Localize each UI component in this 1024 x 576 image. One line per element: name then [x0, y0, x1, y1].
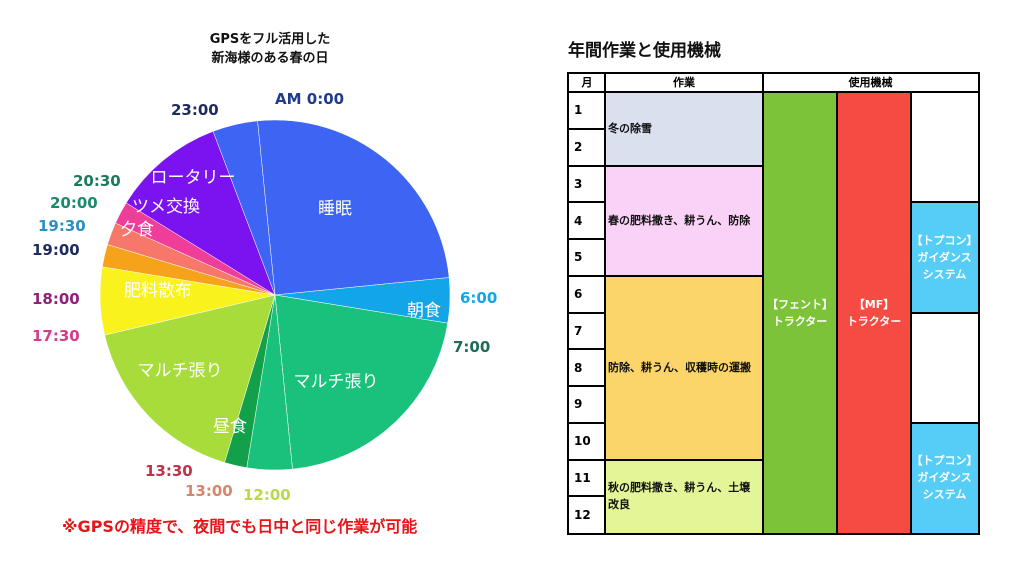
month-label: 3 [574, 176, 583, 191]
task-divider [605, 458, 763, 461]
pie-slice [257, 119, 450, 296]
machine-divider [911, 421, 978, 424]
pie-slice-label: 朝食 [407, 301, 441, 321]
month-divider [569, 274, 605, 277]
header-divider [569, 91, 978, 93]
time-label: 7:00 [453, 338, 490, 356]
month-label: 10 [574, 434, 591, 449]
pie-title-line-2: 新海様のある春の日 [211, 51, 329, 66]
column-divider [604, 74, 606, 533]
task-cell: 秋の肥料撒き、耕うん、土壌改良 [605, 459, 763, 533]
header-machine: 使用機械 [848, 76, 893, 89]
task-cell: 冬の除雪 [605, 92, 763, 166]
month-label: 8 [574, 360, 583, 375]
month-divider [569, 421, 605, 424]
footnote: ※GPSの精度で、夜間でも日中と同じ作業が可能 [62, 517, 418, 536]
month-divider [569, 495, 605, 498]
time-label: 13:30 [145, 462, 193, 480]
machine-cell: 【MF】 トラクター [837, 92, 911, 533]
month-label: 11 [574, 470, 591, 485]
pie-slice [104, 294, 276, 463]
month-label: 9 [574, 397, 583, 412]
column-divider [836, 92, 838, 533]
time-label: 12:00 [243, 486, 291, 504]
time-label: 19:00 [32, 241, 80, 259]
month-label: 1 [574, 103, 583, 118]
pie-slice-label: ロータリー [151, 168, 236, 188]
pie-slice-label: 夕食 [120, 220, 154, 240]
task-cell: 春の肥料撒き、耕うん、防除 [605, 165, 763, 276]
month-divider [569, 127, 605, 130]
pie-slice-label: 睡眠 [318, 199, 352, 219]
pie-slice [246, 294, 293, 471]
task-cell: 防除、耕うん、収穫時の運搬 [605, 275, 763, 460]
month-label: 2 [574, 140, 583, 155]
time-label: 19:30 [38, 217, 86, 235]
pie-slice-label: ツメ交換 [132, 197, 200, 217]
pie-slice-label: 肥料散布 [124, 281, 192, 301]
machine-divider [911, 311, 978, 314]
machine-cell: 【トプコン】 ガイダンス システム [911, 422, 978, 533]
month-label: 6 [574, 287, 583, 302]
pie-slice-label: マルチ張り [294, 372, 379, 392]
month-divider [569, 348, 605, 351]
header-month: 月 [581, 76, 593, 89]
pie-slice [212, 120, 276, 296]
time-label: 17:30 [32, 327, 80, 345]
pie-slice [274, 294, 449, 470]
machine-cell: 【トプコン】 ガイダンス システム [911, 202, 978, 313]
table-title: 年間作業と使用機械 [568, 41, 721, 61]
pie-slice [125, 131, 276, 296]
time-label: 18:00 [32, 290, 80, 308]
time-label: 20:30 [73, 172, 121, 190]
header-task: 作業 [673, 76, 695, 89]
machine-cell: 【フェント】 トラクター [763, 92, 837, 533]
pie-title-line-1: GPSをフル活用した [209, 32, 331, 47]
task-divider [605, 274, 763, 277]
column-divider [762, 74, 764, 533]
month-label: 5 [574, 250, 583, 265]
time-label: AM 0:00 [275, 90, 344, 108]
time-label: 6:00 [460, 289, 497, 307]
time-label: 20:00 [50, 194, 98, 212]
month-label: 7 [574, 323, 583, 338]
machine-divider [911, 201, 978, 204]
month-divider [569, 458, 605, 461]
schedule-table: 冬の除雪 春の肥料撒き、耕うん、防除 防除、耕うん、収穫時の運搬 秋の肥料撒き、耕うん… [567, 72, 980, 535]
time-label: 23:00 [171, 101, 219, 119]
month-divider [569, 385, 605, 387]
month-divider [569, 238, 605, 240]
month-divider [569, 201, 605, 204]
time-label: 13:00 [185, 482, 233, 500]
column-divider [910, 92, 912, 533]
pie-slice-label: マルチ張り [138, 361, 223, 381]
month-label: 12 [574, 507, 591, 522]
month-divider [569, 164, 605, 167]
month-divider [569, 311, 605, 314]
pie-slice-label: 昼食 [213, 417, 247, 437]
month-label: 4 [574, 213, 583, 228]
task-divider [605, 164, 763, 167]
